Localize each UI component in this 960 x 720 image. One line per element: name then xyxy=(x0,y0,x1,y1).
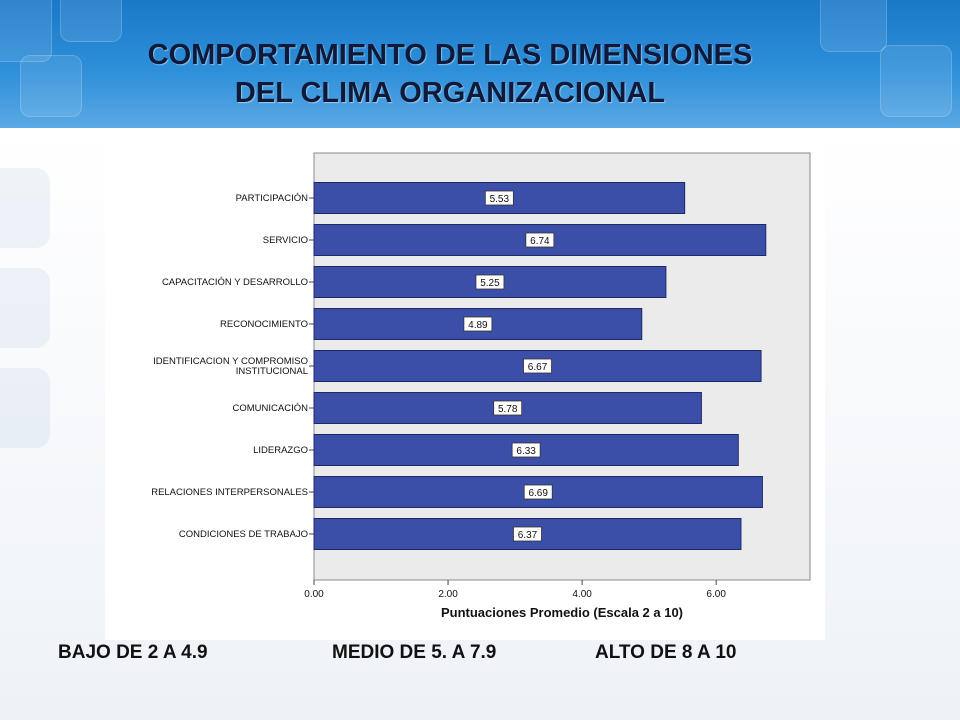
chart-panel: 5.53 PARTICIPACIÓN 6.74 SERVICIO 5.25 CAPACIT… xyxy=(105,143,825,640)
data-label-box xyxy=(523,484,553,500)
x-tick-label: 2.00 xyxy=(438,589,458,600)
slide-title: COMPORTAMIENTO DE LAS DIMENSIONES DEL CL… xyxy=(0,36,900,112)
y-tick-label: PARTICIPACIÓN xyxy=(236,193,308,204)
legend-bajo: BAJO DE 2 A 4.9 xyxy=(58,642,208,663)
y-tick-label: INSTITUCIONAL xyxy=(236,366,308,377)
slide-title-line-2: DEL CLIMA ORGANIZACIONAL xyxy=(234,77,666,109)
y-tick-label: LIDERAZGO xyxy=(253,445,308,456)
bar-chart: 5.53 PARTICIPACIÓN 6.74 SERVICIO 5.25 CAPACIT… xyxy=(151,152,811,620)
x-tick-label: 4.00 xyxy=(572,589,592,600)
data-label-box xyxy=(525,232,555,248)
scale-legend: BAJO DE 2 A 4.9 MEDIO DE 5. A 7.9 ALTO D… xyxy=(0,642,960,672)
y-tick-label: RELACIONES INTERPERSONALES xyxy=(151,487,308,498)
decorative-square xyxy=(820,0,887,52)
data-label-box xyxy=(475,274,505,290)
y-tick-label: CAPACITACIÓN Y DESARROLLO xyxy=(162,277,308,288)
decorative-square xyxy=(0,0,52,62)
data-label: 6.33 xyxy=(516,446,536,457)
data-label: 5.53 xyxy=(490,194,510,205)
bar xyxy=(313,266,667,298)
data-label: 6.37 xyxy=(518,530,538,541)
data-label: 6.74 xyxy=(530,236,550,247)
x-tick-label: 0.00 xyxy=(304,589,324,600)
decorative-square xyxy=(880,45,952,117)
data-label-box xyxy=(463,316,493,332)
decorative-square xyxy=(0,168,50,248)
y-tick-label: SERVICIO xyxy=(263,235,308,246)
data-label: 4.89 xyxy=(468,320,488,331)
y-tick-label: CONDICIONES DE TRABAJO xyxy=(179,529,308,540)
y-tick-label: RECONOCIMIENTO xyxy=(220,319,308,330)
data-label: 6.67 xyxy=(528,362,548,373)
legend-alto: ALTO DE 8 A 10 xyxy=(595,642,737,663)
data-label: 6.69 xyxy=(528,488,548,499)
decorative-square xyxy=(20,55,82,117)
legend-medio: MEDIO DE 5. A 7.9 xyxy=(332,642,497,663)
x-axis-title: Puntuaciones Promedio (Escala 2 a 10) xyxy=(441,605,683,620)
x-tick-label: 6.00 xyxy=(706,589,726,600)
y-tick-label: IDENTIFICACION Y COMPROMISO xyxy=(153,356,308,367)
decorative-square xyxy=(0,268,50,348)
data-label-box xyxy=(493,400,523,416)
data-label: 5.25 xyxy=(480,278,500,289)
decorative-square xyxy=(0,368,50,448)
bar xyxy=(313,476,763,508)
y-tick-label: COMUNICACIÓN xyxy=(233,403,309,414)
data-label-box xyxy=(523,358,552,374)
data-label: 5.78 xyxy=(498,404,518,415)
decorative-square xyxy=(60,0,122,42)
data-label-box xyxy=(511,442,541,458)
data-label-box xyxy=(484,190,514,206)
data-label-box xyxy=(513,526,542,542)
slide-title-line-1: COMPORTAMIENTO DE LAS DIMENSIONES xyxy=(147,39,753,71)
header-band xyxy=(0,0,960,128)
